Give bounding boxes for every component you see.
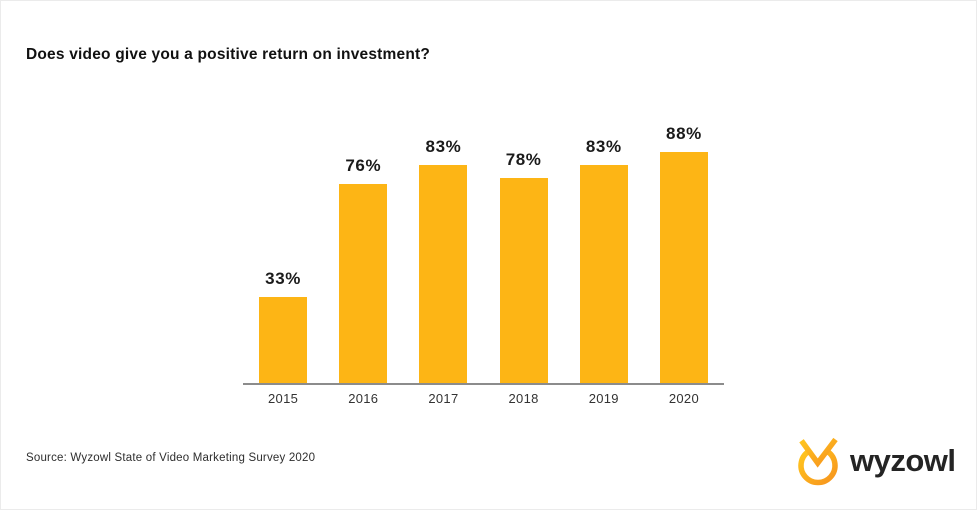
wyzowl-wordmark: wyzowl	[850, 443, 956, 478]
chart-title: Does video give you a positive return on…	[26, 46, 431, 63]
plot-area: 33% 76% 83% 78% 83% 88%	[243, 119, 724, 384]
x-axis-label-2019: 2019	[588, 391, 619, 406]
bar-slot-2015: 33%	[243, 119, 323, 384]
wyzowl-owl-icon	[798, 437, 838, 486]
x-axis-labels: 2015 2016 2017 2018 2019 2020	[243, 391, 724, 406]
bar-value-label: 83%	[585, 137, 622, 157]
bar-2017	[419, 165, 468, 384]
x-axis-label-2018: 2018	[508, 391, 539, 406]
bar-2015	[259, 297, 308, 384]
bar-value-label: 78%	[505, 150, 542, 170]
bar-value-label: 76%	[345, 156, 382, 176]
x-axis-label-2016: 2016	[348, 391, 379, 406]
bar-2019	[579, 165, 628, 384]
wyzowl-logo: wyzowl	[792, 434, 956, 487]
bar-2020	[659, 152, 708, 384]
bar-2016	[339, 184, 388, 384]
bar-slot-2018: 78%	[484, 119, 564, 384]
bar-slot-2020: 88%	[644, 119, 724, 384]
bar-slot-2016: 76%	[323, 119, 403, 384]
x-axis-label-2017: 2017	[428, 391, 459, 406]
x-axis-label-2015: 2015	[268, 391, 299, 406]
bar-slot-2017: 83%	[403, 119, 483, 384]
bar-value-label: 33%	[265, 269, 301, 289]
x-axis-label-2020: 2020	[668, 391, 699, 406]
x-axis-line	[243, 383, 724, 385]
source-note: Source: Wyzowl State of Video Marketing …	[26, 452, 316, 464]
bar-slot-2019: 83%	[564, 119, 644, 384]
bar-2018	[499, 178, 548, 384]
bar-value-label: 83%	[425, 137, 462, 157]
bar-value-label: 88%	[666, 124, 702, 144]
